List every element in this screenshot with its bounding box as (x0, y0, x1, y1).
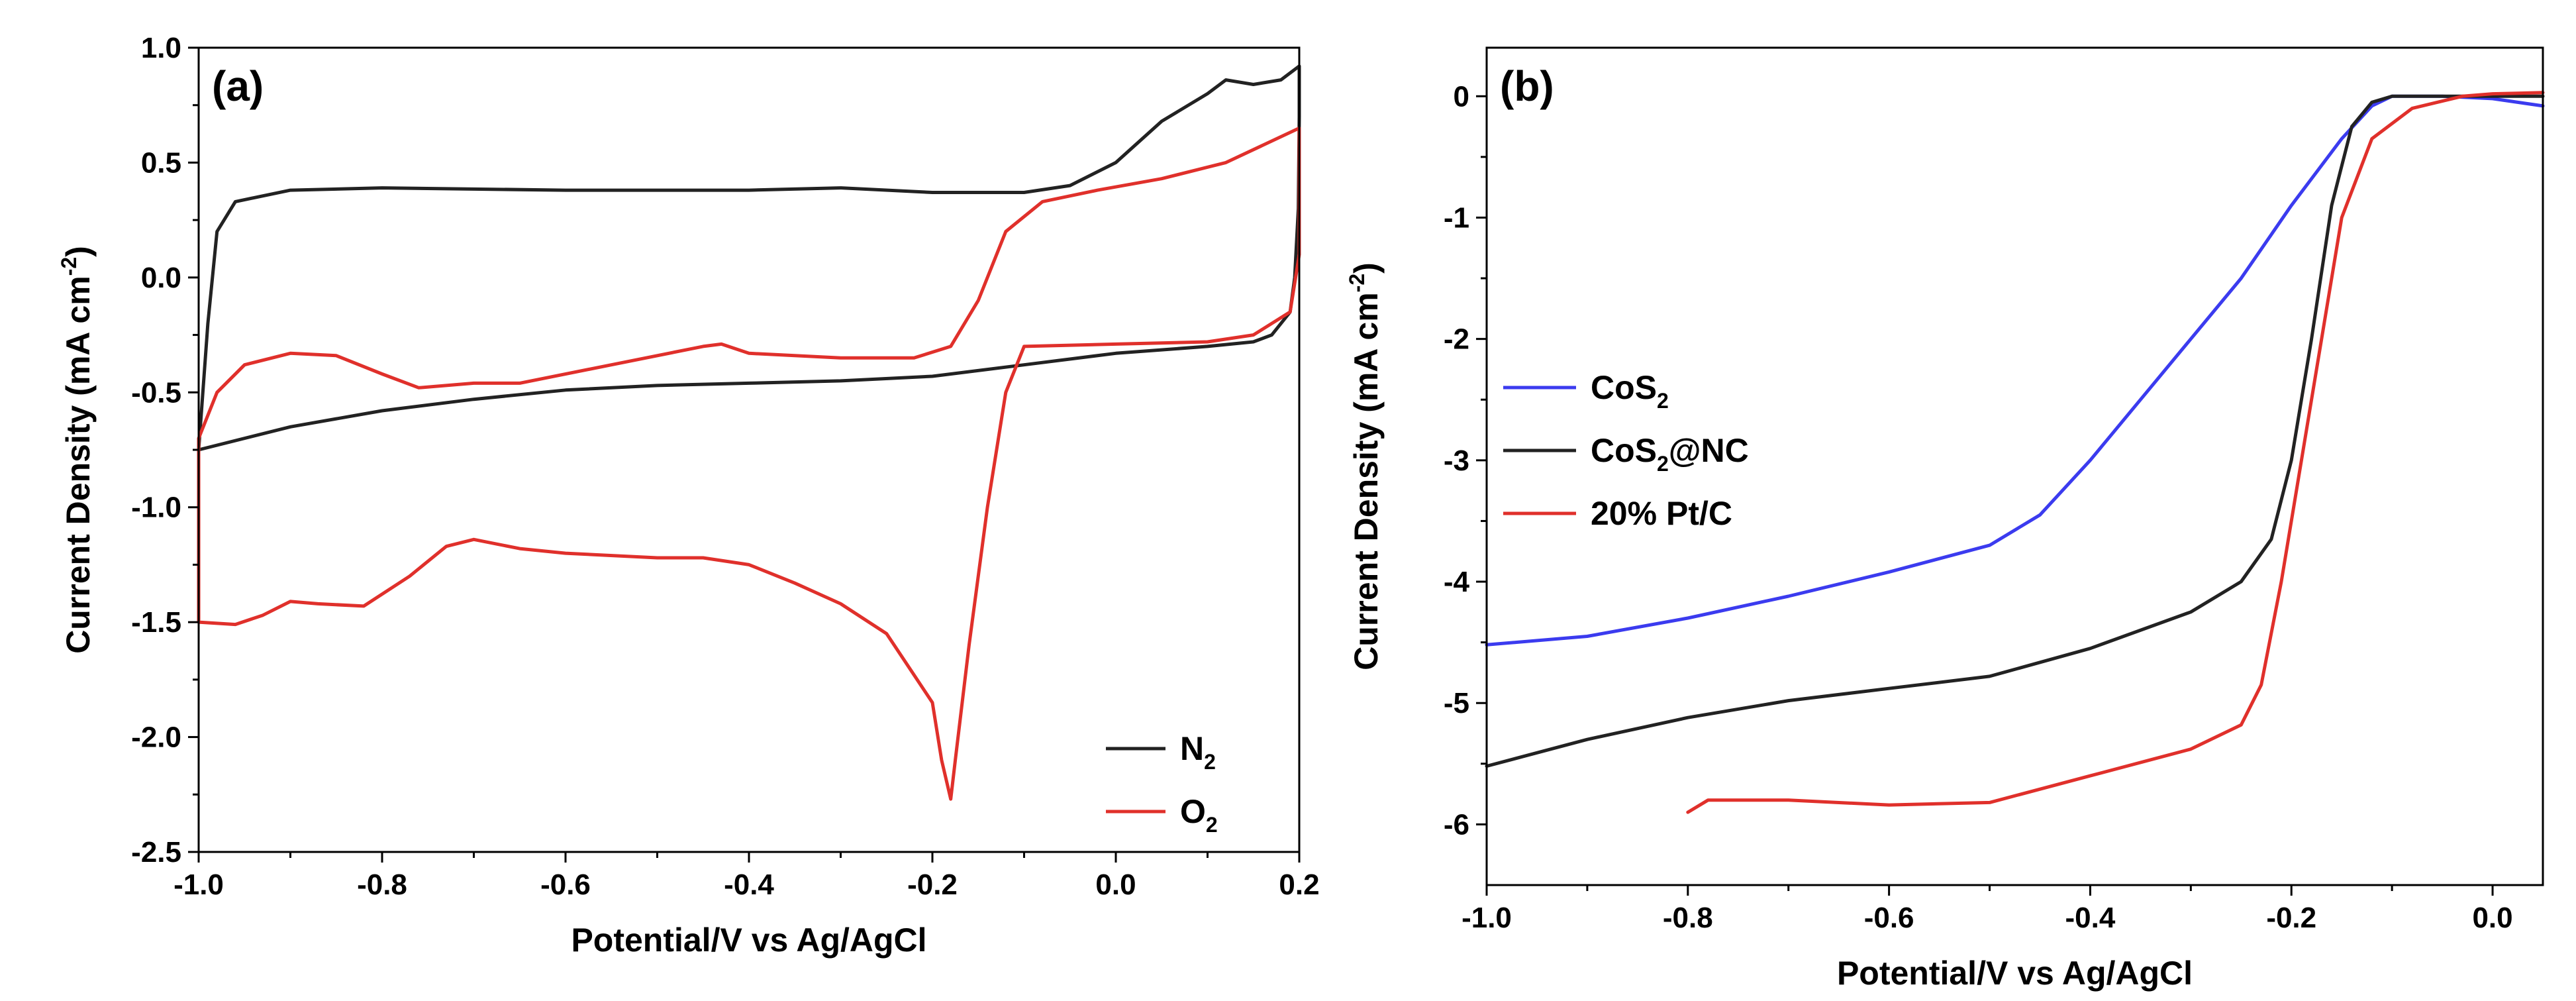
legend-label: O2 (1180, 793, 1218, 837)
panel-label: (a) (212, 62, 264, 110)
chart-panel-a: -1.0 -0.8 -0.6 -0.4 -0.2 0.0 0.2 -2.5 -2.0 -1.5 -1… (57, 32, 1320, 959)
y-tick-label: -0.5 (131, 376, 181, 409)
y-axis-label: Current Density (mA cm-2) (1345, 262, 1385, 670)
series-line-1 (1485, 94, 2545, 768)
series-line-2 (1686, 91, 2545, 814)
x-tick-label: -0.2 (2266, 902, 2316, 934)
series-line-0 (197, 64, 1301, 452)
x-tick-label: -0.6 (1864, 902, 1914, 934)
x-tick-label: -0.4 (2065, 902, 2116, 934)
y-tick-label: 0.0 (141, 262, 181, 294)
plot-frame (197, 46, 1301, 853)
y-tick-label: -4 (1444, 566, 1470, 598)
x-tick-label: -1.0 (173, 869, 224, 901)
y-tick-label: -5 (1444, 687, 1469, 719)
y-tick-label: -2 (1444, 323, 1469, 356)
y-tick-label: -6 (1444, 808, 1469, 841)
x-axis-label: Potential/V vs Ag/AgCl (1837, 955, 2193, 992)
panel-label: (b) (1500, 62, 1554, 110)
y-tick-label: -1.5 (131, 606, 181, 639)
legend-label: CoS2@NC (1591, 432, 1749, 476)
legend-label: N2 (1180, 730, 1216, 774)
y-tick-label: -2.5 (131, 836, 181, 869)
x-tick-label: 0.2 (1279, 869, 1319, 901)
y-tick-label: 1.0 (141, 32, 181, 64)
y-tick-label: -2.0 (131, 721, 181, 754)
x-tick-label: -0.8 (1663, 902, 1713, 934)
x-tick-label: -0.6 (540, 869, 591, 901)
x-tick-label: -1.0 (1461, 902, 1512, 934)
series-line-1 (197, 126, 1301, 801)
legend-label: CoS2 (1591, 369, 1669, 413)
x-tick-label: 0.0 (1095, 869, 1136, 901)
y-tick-label: -3 (1444, 445, 1469, 477)
y-tick-label: -1 (1444, 201, 1469, 234)
x-tick-label: -0.4 (724, 869, 774, 901)
x-tick-label: -0.2 (907, 869, 958, 901)
x-tick-label: 0.0 (2472, 902, 2512, 934)
y-axis-label: Current Density (mA cm-2) (57, 246, 97, 654)
chart-panel-b: -1.0 -0.8 -0.6 -0.4 -0.2 0.0 -6 -5 -4 -3 -2 -1 0 Pote… (1345, 46, 2545, 992)
y-tick-label: 0 (1454, 80, 1469, 113)
y-tick-label: -1.0 (131, 492, 181, 524)
plot-frame (1485, 46, 2544, 886)
legend-label: 20% Pt/C (1591, 495, 1732, 532)
x-axis-label: Potential/V vs Ag/AgCl (571, 922, 926, 959)
x-tick-label: -0.8 (357, 869, 407, 901)
y-tick-label: 0.5 (141, 146, 181, 179)
